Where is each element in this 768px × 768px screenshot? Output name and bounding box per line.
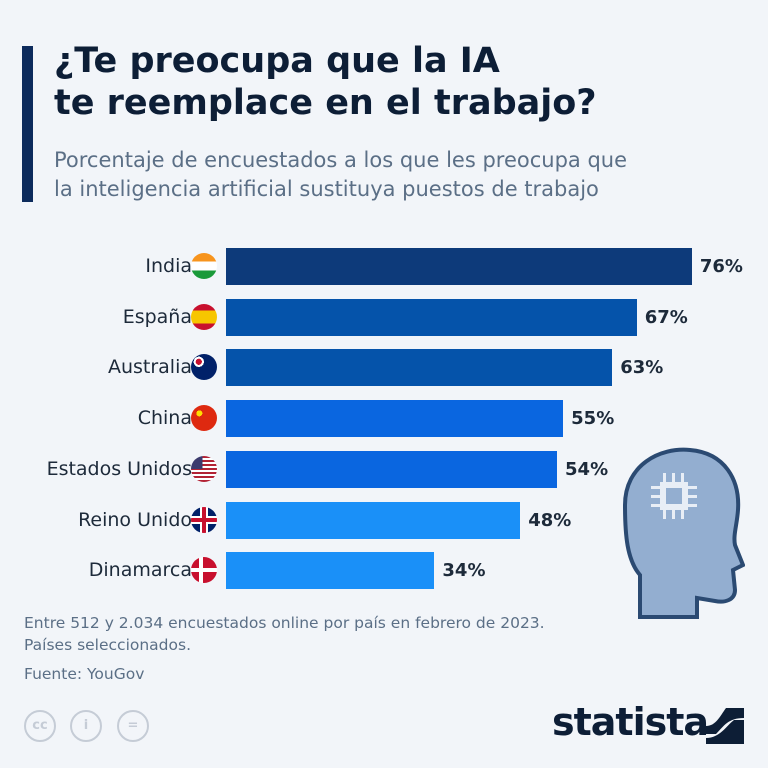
data-label: 76% <box>699 256 743 277</box>
bar <box>226 450 558 488</box>
bar <box>226 349 613 387</box>
denmark-flag-icon <box>191 557 217 584</box>
category-label: India <box>145 255 192 277</box>
bar <box>226 501 521 539</box>
category-label: China <box>137 407 192 430</box>
category-label: Estados Unidos <box>46 457 192 480</box>
chart-subtitle: Porcentaje de encuestados a los que les … <box>54 146 754 204</box>
footnote-line-2: Países seleccionados. <box>24 636 192 654</box>
data-label: 55% <box>571 408 615 430</box>
category-label: Australia <box>107 356 192 379</box>
footnote-line-1: Entre 512 y 2.034 encuestados online por… <box>24 614 545 632</box>
chart-title: ¿Te preocupa que la IA te reemplace en e… <box>54 40 754 124</box>
india-flag-icon <box>191 253 217 279</box>
title-line-1: ¿Te preocupa que la IA <box>54 41 500 81</box>
data-label: 34% <box>442 560 486 582</box>
category-label: Reino Unido <box>78 508 192 531</box>
no-derivatives-icon[interactable]: = <box>117 710 149 742</box>
data-label: 54% <box>565 458 609 480</box>
source: Fuente: YouGov <box>24 665 145 683</box>
statista-logo[interactable]: statista <box>552 700 709 744</box>
cc-license-icon[interactable]: cc <box>24 710 56 742</box>
bar <box>226 248 692 285</box>
subtitle-line-1: Porcentaje de encuestados a los que les … <box>54 148 628 172</box>
australia-flag-icon <box>191 354 217 381</box>
usa-flag-icon <box>191 455 217 482</box>
head-with-chip-icon <box>622 447 745 619</box>
title-accent-bar <box>22 46 33 202</box>
data-label: 63% <box>620 357 664 379</box>
category-label: Dinamarca <box>88 559 192 582</box>
attribution-icon[interactable]: i <box>70 710 102 742</box>
bar <box>226 400 564 438</box>
data-label: 67% <box>644 306 688 328</box>
footnote: Entre 512 y 2.034 encuestados online por… <box>24 612 545 656</box>
uk-flag-icon <box>191 506 217 533</box>
title-line-2: te reemplace en el trabajo? <box>54 83 597 123</box>
category-label: España <box>122 305 192 328</box>
data-label: 48% <box>528 509 572 531</box>
bar <box>226 298 637 336</box>
statista-logo-mark-icon <box>706 708 744 744</box>
china-flag-icon <box>191 405 217 432</box>
bar <box>226 552 435 590</box>
spain-flag-icon <box>191 303 217 330</box>
subtitle-line-2: la inteligencia artificial sustituya pue… <box>54 177 599 201</box>
